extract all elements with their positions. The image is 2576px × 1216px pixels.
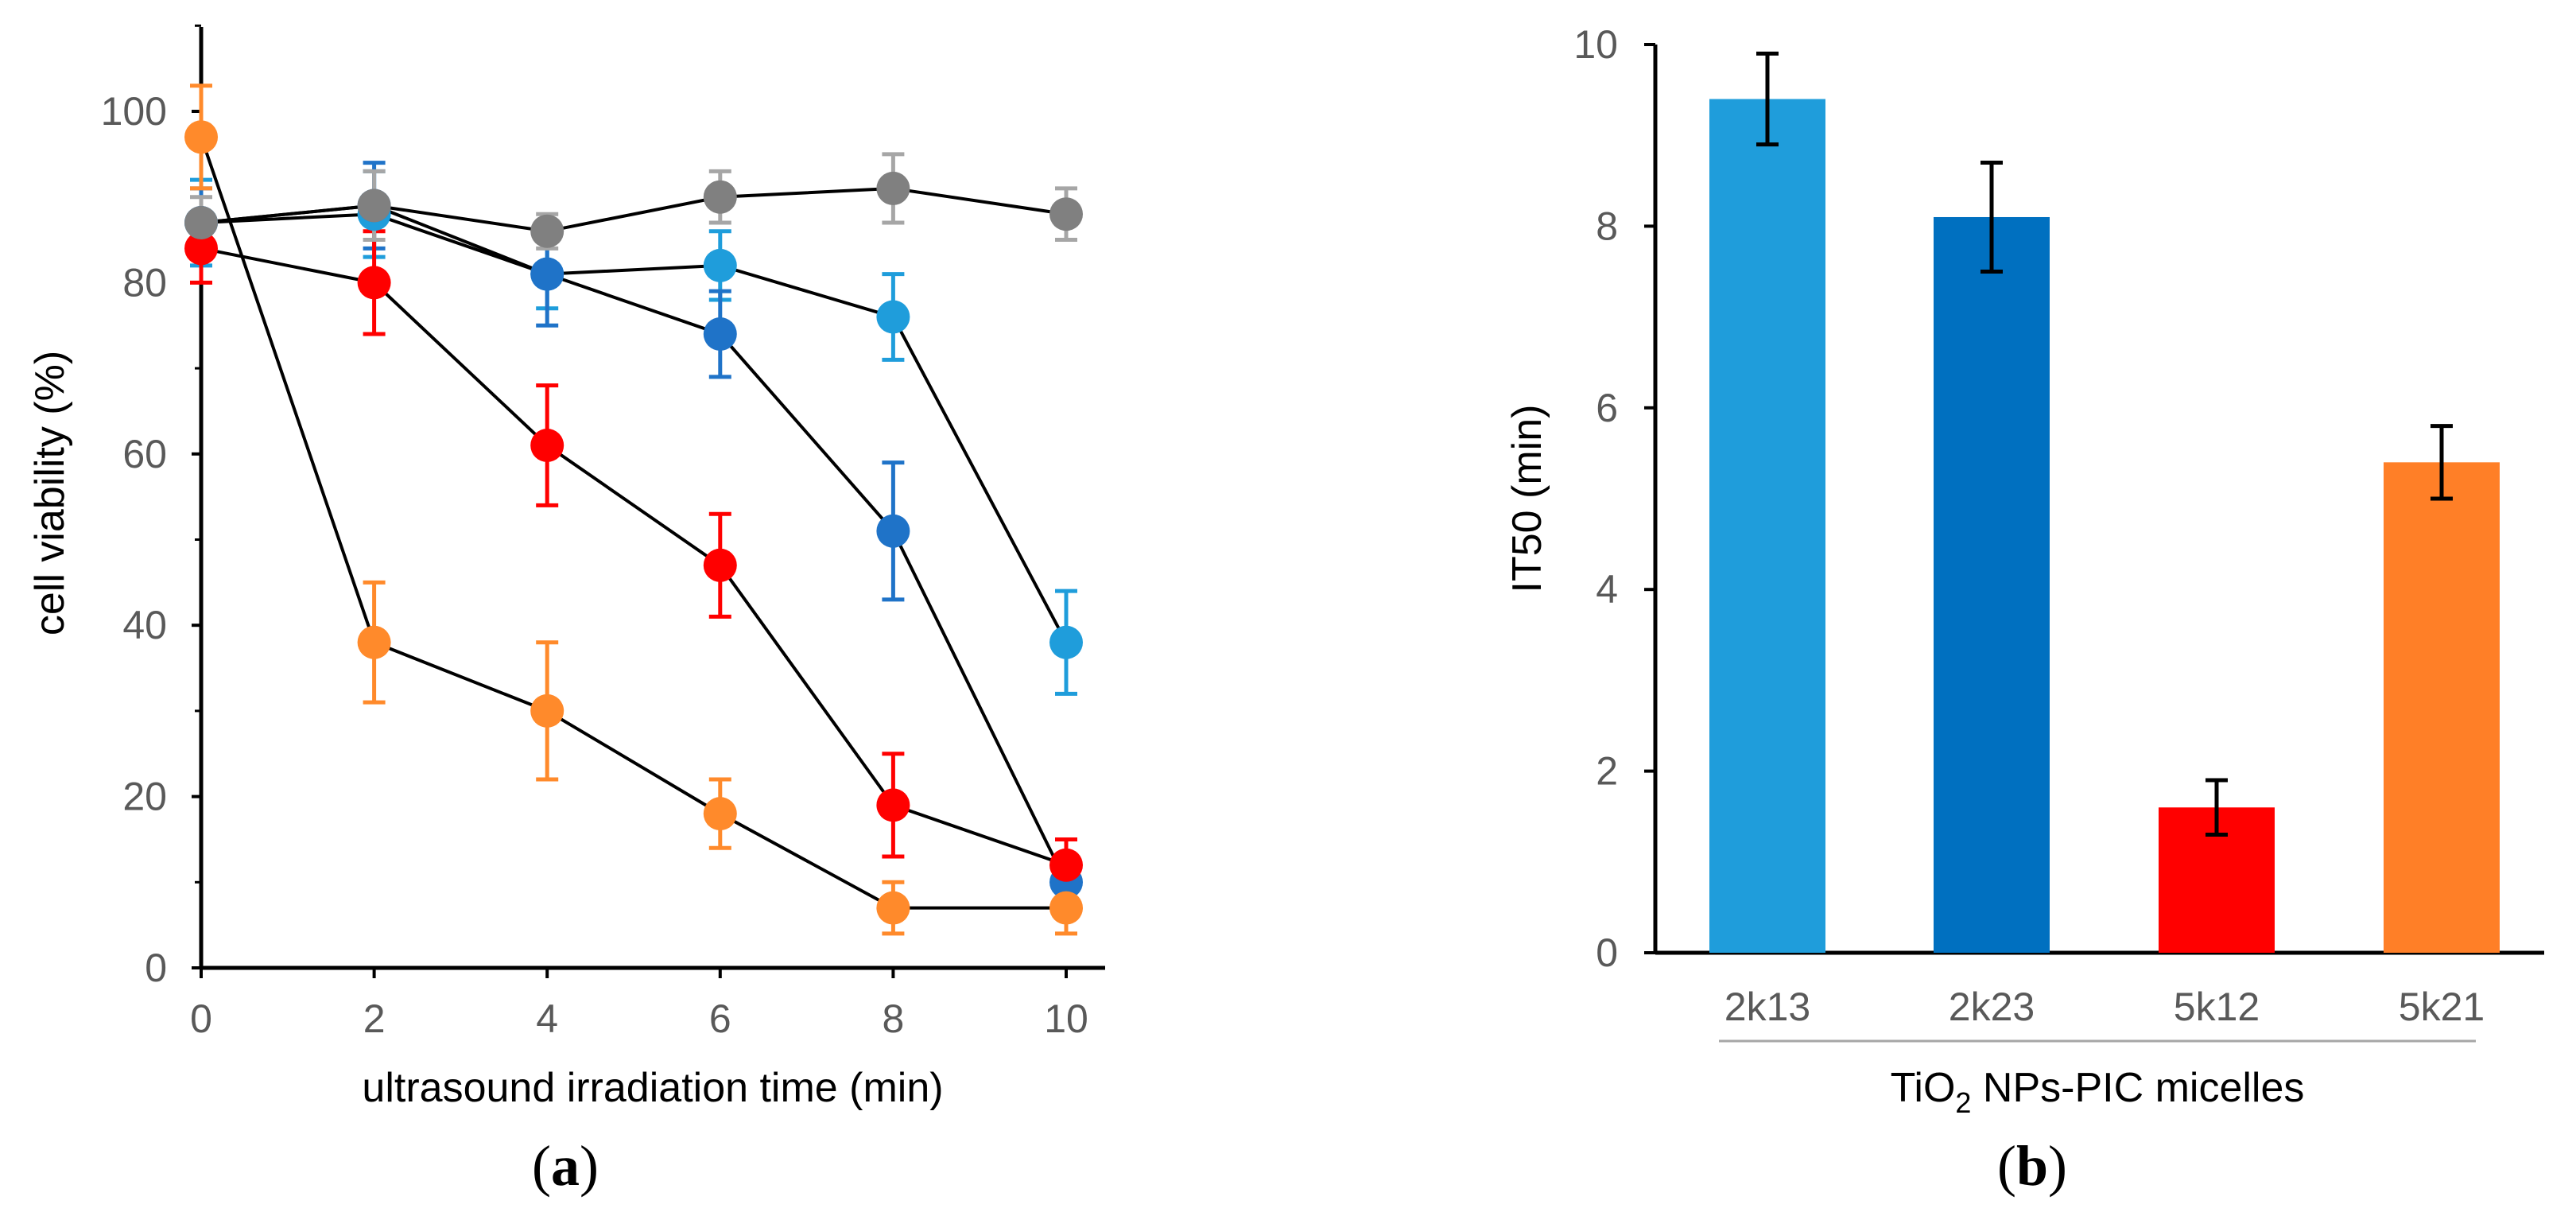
data-point-5k21 (357, 625, 391, 659)
panel-b-y-tick-label: 4 (1596, 567, 1618, 612)
panel-a-x-tick-label: 10 (1044, 996, 1088, 1041)
panel-a-label: (a) (532, 1134, 599, 1198)
series-line-2k13 (200, 212, 1068, 643)
data-point-2k13 (703, 248, 737, 282)
data-point-5k21 (530, 693, 564, 728)
panel-b-y-axis-title: IT50 (min) (1504, 405, 1550, 593)
panel-b-x-axis-title: TiO2 NPs-PIC micelles (1891, 1065, 2305, 1119)
panel-a-x-tick-label: 8 (882, 996, 904, 1041)
data-point-5k21 (876, 891, 910, 925)
panel-a-line-chart: 0 20 40 60 80 100 0 2 4 6 8 10 ultrasound irradiati… (27, 24, 1105, 1198)
panel-b-y-tick-label: 6 (1596, 386, 1618, 430)
data-point-control (876, 171, 910, 205)
panel-a-y-axis-title: cell viability (%) (27, 351, 73, 635)
data-point-5k21 (703, 797, 737, 831)
panel-a-x-tick-label: 6 (709, 996, 731, 1041)
data-point-2k23 (876, 514, 910, 548)
data-point-2k13 (876, 300, 910, 334)
category-label-2k23: 2k23 (1949, 985, 2035, 1029)
panel-a-x-axis-title: ultrasound irradiation time (min) (362, 1065, 943, 1111)
data-point-5k21 (184, 120, 218, 154)
series-line-control (200, 186, 1067, 233)
bar-5k21 (2384, 462, 2500, 953)
data-point-2k23 (703, 317, 737, 352)
bar-2k23 (1934, 216, 2050, 954)
category-label-5k12: 5k12 (2174, 985, 2260, 1029)
panel-b-label: (b) (1997, 1134, 2067, 1198)
data-point-5k12 (703, 548, 737, 582)
panel-a-y-tick-label: 0 (145, 946, 167, 990)
data-point-5k12 (357, 266, 391, 300)
data-point-control (703, 180, 737, 214)
data-point-5k12 (1049, 848, 1083, 882)
data-point-2k13 (1049, 625, 1083, 659)
bar-2k13 (1709, 99, 1825, 953)
panel-a-y-tick-label: 60 (122, 432, 167, 476)
data-point-control (1049, 197, 1083, 231)
data-point-5k12 (530, 429, 564, 463)
category-label-2k13: 2k13 (1724, 985, 1810, 1029)
data-point-control (530, 214, 564, 248)
panel-a-y-tick-label: 80 (122, 260, 167, 305)
panel-b-y-tick-label: 0 (1596, 930, 1618, 975)
panel-a-y-tick-label: 40 (122, 603, 167, 647)
data-point-control (357, 188, 391, 223)
panel-a-y-tick-label: 100 (101, 89, 167, 134)
panel-a-x-tick-label: 4 (536, 996, 558, 1041)
data-point-5k12 (184, 231, 218, 266)
data-point-control (184, 206, 218, 240)
series-line-2k23 (200, 204, 1068, 884)
data-point-5k12 (876, 788, 910, 822)
data-point-2k23 (530, 257, 564, 291)
category-label-5k21: 5k21 (2399, 985, 2485, 1029)
panel-a-y-tick-label: 20 (122, 775, 167, 819)
panel-b-y-tick-label: 2 (1596, 749, 1618, 794)
panel-b-y-tick-label: 8 (1596, 204, 1618, 248)
series-line-5k21 (200, 136, 1066, 910)
data-point-5k21 (1049, 891, 1083, 925)
panel-a-x-tick-label: 0 (190, 996, 212, 1041)
series-line-5k12 (200, 247, 1067, 867)
panel-b-y-tick-label: 10 (1573, 22, 1618, 67)
panel-b-bar-chart: 0 2 4 6 8 10 2k13 2k23 5k12 5k21 IT50 (min) TiO2… (1504, 22, 2544, 1198)
panel-a-x-tick-label: 2 (363, 996, 386, 1041)
